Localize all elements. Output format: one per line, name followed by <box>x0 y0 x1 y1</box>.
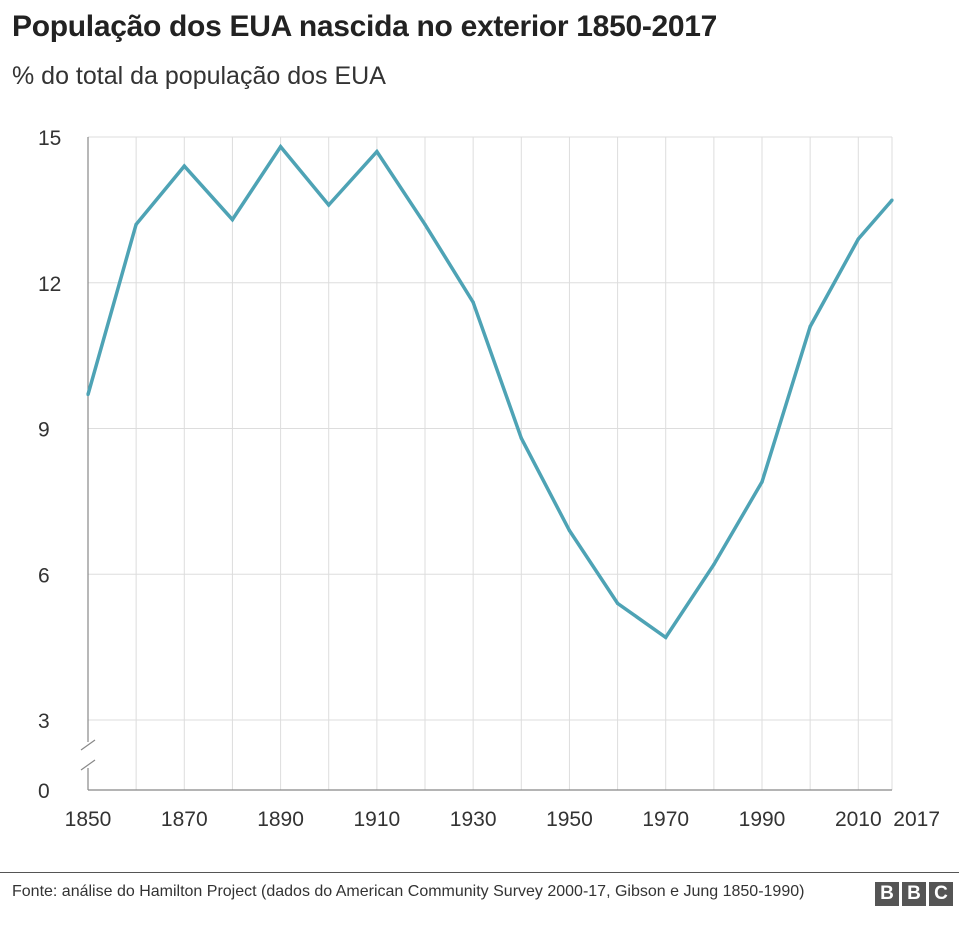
axes <box>80 137 892 791</box>
chart-subtitle: % do total da população dos EUA <box>12 62 386 90</box>
axis-break-mark <box>80 739 96 751</box>
x-tick-label: 2017 <box>893 808 940 831</box>
gridlines <box>88 136 893 790</box>
data-point <box>519 436 523 440</box>
data-point <box>230 217 235 222</box>
data-point <box>375 149 379 154</box>
axis-break-mark <box>80 759 96 771</box>
x-tick-label: 1970 <box>642 808 689 831</box>
y-tick-label: 9 <box>38 419 50 442</box>
data-point <box>423 222 427 227</box>
data-point <box>86 392 90 397</box>
data-point <box>471 300 475 304</box>
x-tick-label: 1950 <box>546 808 593 831</box>
y-tick-label: 3 <box>38 710 50 733</box>
series-line <box>86 143 894 640</box>
x-tick-label: 1990 <box>739 808 786 831</box>
data-point <box>567 528 572 533</box>
x-tick-labels: 1850 1870 1890 1910 1930 1950 1970 1990 2010 2017 <box>65 808 940 831</box>
x-tick-label: 1890 <box>257 808 304 831</box>
data-point <box>278 145 283 149</box>
y-tick-label: 15 <box>38 127 61 150</box>
series-layer <box>86 143 894 640</box>
source-note: Fonte: análise do Hamilton Project (dado… <box>12 883 805 900</box>
chart-title: População dos EUA nascida no exterior 18… <box>12 10 718 43</box>
data-point <box>760 480 764 484</box>
data-point <box>856 237 860 241</box>
logo-letter: B <box>902 882 926 906</box>
data-point <box>182 164 186 168</box>
x-tick-label: 2010 <box>835 808 882 831</box>
y-tick-labels: 0 3 6 9 12 15 <box>38 127 61 803</box>
bbc-logo: B B C <box>875 882 953 906</box>
data-point <box>712 562 716 567</box>
logo-letter: B <box>875 882 899 906</box>
data-point <box>615 601 620 606</box>
line-chart: 0 3 6 9 12 15 1850 1870 1890 1910 1930 1950 1970 199… <box>38 127 940 831</box>
y-tick-label: 6 <box>38 564 50 587</box>
x-tick-label: 1850 <box>65 808 112 831</box>
data-point <box>664 635 668 640</box>
y-tick-label: 0 <box>38 780 50 803</box>
data-point <box>327 203 331 207</box>
data-point <box>890 198 894 202</box>
x-tick-label: 1870 <box>161 808 208 831</box>
logo-letter: C <box>929 882 953 906</box>
data-point <box>808 324 812 329</box>
y-tick-label: 12 <box>38 273 61 296</box>
footer-divider <box>0 872 959 873</box>
data-point <box>134 222 138 227</box>
x-tick-label: 1930 <box>450 808 497 831</box>
x-tick-label: 1910 <box>354 808 401 831</box>
